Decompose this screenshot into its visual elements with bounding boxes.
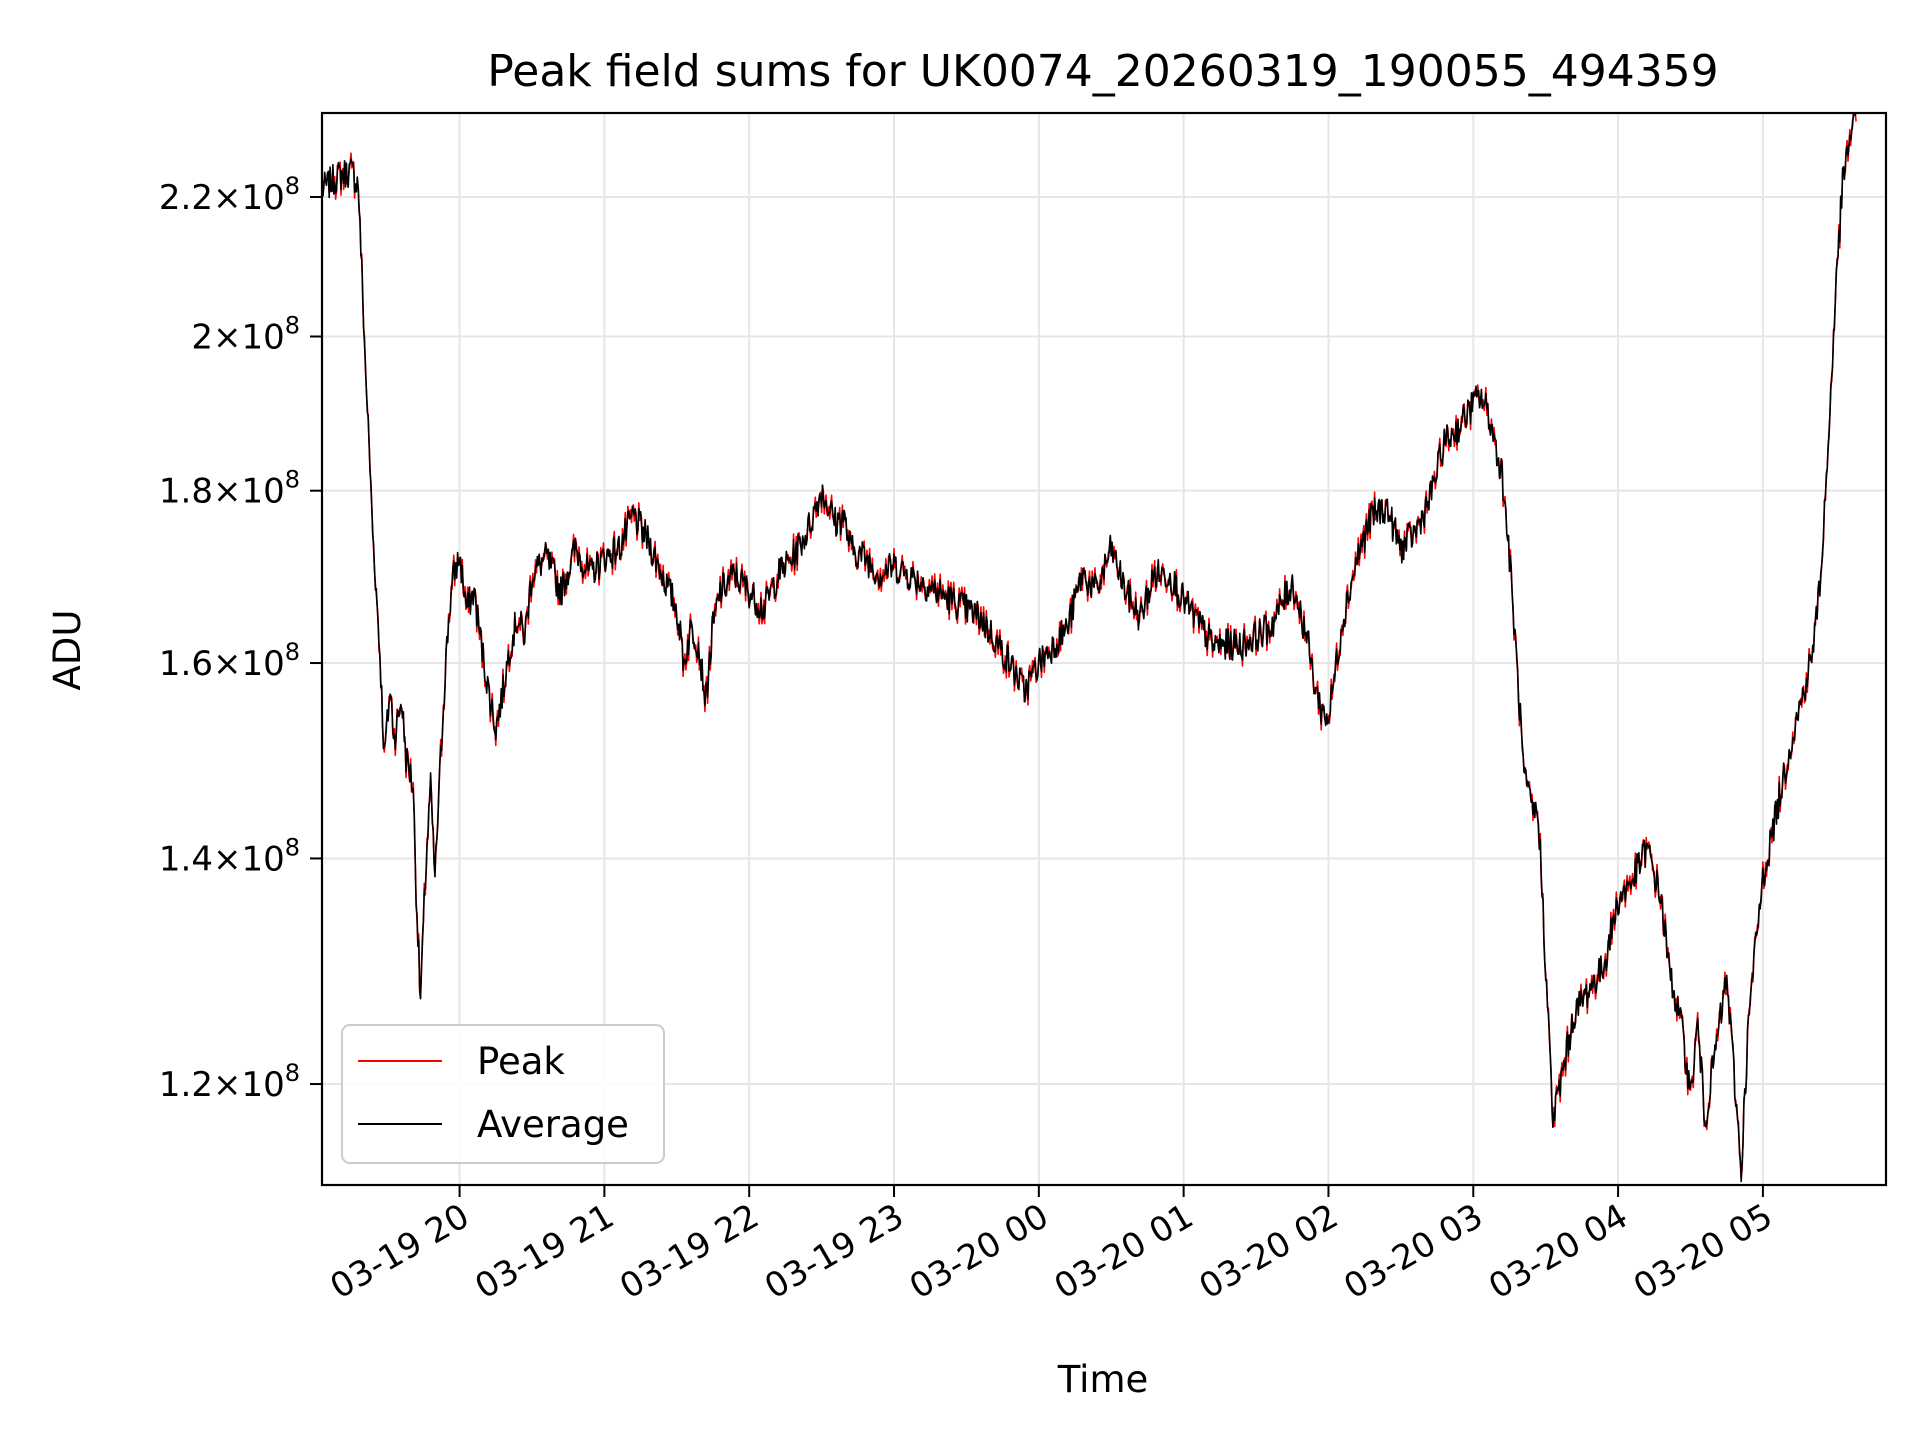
chart-title: Peak field sums for UK0074_20260319_1900… [487, 46, 1718, 97]
series-lines [321, 112, 1857, 1183]
plot-area-frame [320, 111, 1888, 1187]
y-tick-label: 1.4×108 [159, 833, 300, 879]
y-tick-label: 1.2×108 [159, 1059, 300, 1105]
x-axis-label: Time [1057, 1358, 1149, 1401]
y-tick-label: 1.8×108 [159, 466, 300, 512]
legend-label-peak: Peak [477, 1040, 565, 1083]
y-tick-label: 2×108 [191, 311, 300, 357]
series-line-average [321, 112, 1857, 1183]
y-axis-ticks: 1.2×108 1.4×108 1.6×108 1.8×108 2×108 2.2×108 [159, 172, 322, 1105]
y-axis-label: ADU [46, 610, 89, 691]
legend: Peak Average [341, 1024, 665, 1164]
y-tick-label: 2.2×108 [159, 172, 300, 218]
legend-box [341, 1024, 665, 1164]
legend-label-average: Average [477, 1103, 629, 1146]
y-tick-label: 1.6×108 [159, 638, 300, 684]
